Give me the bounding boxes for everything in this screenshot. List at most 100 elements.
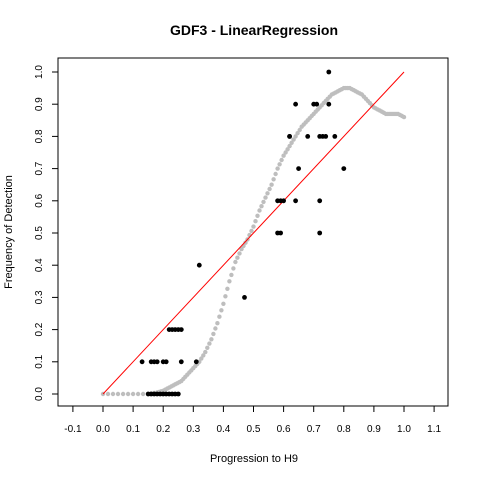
x-tick-label: 0.9 (367, 424, 381, 435)
smoothed-point (291, 137, 296, 142)
smoothed-point (105, 391, 111, 397)
smoothed-point (110, 391, 116, 397)
data-point (154, 359, 160, 365)
smoothed-point (255, 213, 260, 218)
y-tick-label: 0.4 (34, 258, 45, 272)
smoothed-point (227, 279, 232, 284)
smoothed-point (115, 391, 121, 397)
data-point (163, 359, 169, 365)
smoothed-point (205, 345, 210, 350)
data-point (175, 391, 181, 397)
smoothed-point (251, 224, 256, 229)
smoothed-point (211, 331, 216, 337)
x-tick-label: 0.5 (247, 424, 261, 435)
x-tick-label: 0.2 (156, 424, 170, 435)
data-point (193, 359, 199, 365)
smoothed-point (269, 182, 274, 187)
smoothed-point (275, 166, 280, 171)
data-point (287, 134, 292, 139)
y-tick-label: 0.9 (34, 97, 45, 111)
smoothed-point (233, 259, 238, 265)
smoothed-point (207, 341, 212, 346)
observed-points (139, 69, 347, 397)
smoothed-point (209, 337, 214, 342)
y-tick-label: 0.5 (34, 226, 45, 240)
x-tick-label: 0.4 (216, 424, 230, 435)
reference-line (102, 71, 405, 395)
y-tick-label: 0.1 (34, 354, 45, 368)
x-tick-label: 0.0 (96, 424, 110, 435)
smoothed-point (285, 147, 290, 152)
x-tick-label: 0.3 (186, 424, 200, 435)
smoothed-point (201, 353, 206, 358)
smoothed-point (257, 208, 262, 213)
identity-line (102, 71, 405, 395)
smoothed-point (295, 131, 300, 136)
data-point (242, 295, 247, 300)
x-tick-label: 0.7 (307, 424, 321, 435)
smoothed-point (277, 162, 282, 167)
smoothed-point (283, 150, 288, 155)
data-point (317, 198, 323, 204)
smoothed-point (281, 153, 286, 158)
data-point (326, 69, 332, 75)
data-point (281, 198, 286, 204)
y-tick-label: 0.3 (34, 290, 45, 304)
smoothed-curve (100, 85, 407, 397)
x-axis-label: Progression to H9 (210, 453, 298, 465)
data-point (332, 134, 338, 139)
smoothed-point (223, 294, 228, 299)
x-tick-label: 0.8 (337, 424, 351, 435)
smoothed-point (125, 391, 131, 397)
smoothed-point (293, 134, 298, 139)
smoothed-point (401, 114, 407, 120)
y-tick-label: 1.0 (34, 65, 45, 79)
data-point (305, 134, 311, 139)
smoothed-point (259, 204, 264, 209)
smoothed-point (261, 199, 266, 205)
smoothed-point (243, 240, 248, 245)
data-point (139, 359, 145, 365)
smoothed-point (217, 314, 222, 319)
smoothed-point (273, 171, 278, 177)
smoothed-point (225, 286, 230, 291)
data-point (341, 166, 347, 172)
smoothed-point (135, 391, 141, 397)
y-axis-label: Frequency of Detection (3, 175, 15, 289)
smoothed-point (271, 177, 276, 182)
smoothed-point (215, 321, 220, 326)
smoothed-point (289, 140, 294, 145)
smoothed-point (120, 391, 126, 397)
smoothed-point (203, 349, 208, 355)
y-tick-label: 0.8 (34, 129, 45, 143)
x-axis: -0.1 0.0 0.1 0.2 0.3 0.4 0.5 0.6 0.7 0.8 0.9 1.0 1.1 (64, 406, 441, 435)
chart-title: GDF3 - LinearRegression (170, 22, 338, 38)
smoothed-point (213, 326, 218, 331)
x-tick-label: 0.6 (277, 424, 291, 435)
x-tick-label: 1.1 (427, 424, 441, 435)
data-point (293, 101, 298, 107)
data-point (296, 166, 301, 172)
smoothed-point (279, 157, 284, 163)
smoothed-point (253, 219, 258, 224)
smoothed-point (267, 186, 272, 192)
y-tick-label: 0.0 (34, 387, 45, 401)
x-tick-label: 1.0 (397, 424, 411, 435)
data-point (178, 359, 184, 365)
smoothed-point (263, 195, 268, 200)
smoothed-point (140, 391, 146, 397)
smoothed-point (287, 143, 292, 149)
smoothed-point (249, 228, 254, 234)
smoothed-point (297, 127, 302, 133)
smoothed-point (199, 356, 204, 361)
smoothed-point (265, 191, 270, 196)
y-tick-label: 0.7 (34, 161, 45, 175)
data-point (326, 101, 332, 107)
data-point (196, 262, 202, 268)
smoothed-point (229, 272, 234, 278)
smoothed-point (231, 266, 236, 271)
smoothed-point (219, 308, 224, 313)
y-axis: 0.0 0.1 0.2 0.3 0.4 0.5 0.6 0.7 0.8 0.9 1.0 (34, 65, 58, 401)
x-tick-label: 0.1 (126, 424, 140, 435)
